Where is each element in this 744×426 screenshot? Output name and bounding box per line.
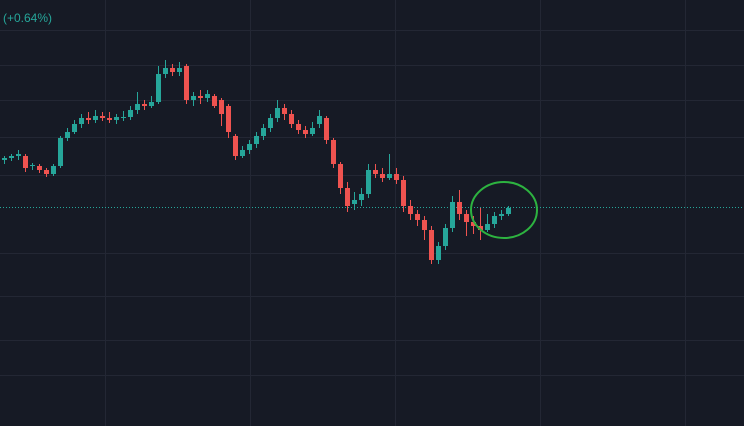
candle-body (478, 226, 483, 230)
candle-body (345, 188, 350, 206)
candle-body (205, 94, 210, 98)
candle-body (254, 136, 259, 144)
candle-body (72, 124, 77, 132)
candle-body (268, 118, 273, 128)
candle-body (9, 156, 14, 158)
candle-body (142, 104, 147, 106)
candle-body (149, 102, 154, 106)
candle-body (436, 246, 441, 260)
candle-body (51, 166, 56, 174)
candle-body (352, 200, 357, 204)
candle-body (156, 74, 161, 102)
candle-body (261, 128, 266, 136)
highlight-circle (470, 181, 538, 239)
candle-body (366, 170, 371, 194)
candle-body (506, 208, 511, 214)
candle-body (2, 158, 7, 160)
candle-body (177, 68, 182, 72)
candle-body (331, 140, 336, 164)
candle-body (86, 118, 91, 120)
candle-body (471, 222, 476, 226)
candle-body (373, 170, 378, 174)
candle-body (387, 174, 392, 178)
change-label: (+0.64%) (3, 11, 52, 25)
candle-body (65, 132, 70, 138)
candle-body (499, 214, 504, 216)
candle-body (219, 100, 224, 114)
candle-body (212, 96, 217, 106)
candle-body (226, 106, 231, 132)
candle-body (450, 202, 455, 228)
candle-body (135, 104, 140, 110)
candle-body (324, 118, 329, 140)
candle-body (184, 66, 189, 100)
candle-body (93, 116, 98, 120)
horizontal-grid (0, 30, 744, 376)
candle-body (457, 202, 462, 214)
candle-body (422, 220, 427, 230)
candle-body (163, 68, 168, 74)
candle-body (394, 174, 399, 180)
candle-body (121, 117, 126, 118)
candle-body (198, 96, 203, 98)
candle-body (492, 216, 497, 224)
candle-body (170, 68, 175, 72)
candle-body (79, 118, 84, 124)
candle-body (275, 108, 280, 118)
candle-body (233, 136, 238, 156)
candle-body (296, 124, 301, 130)
candle-body (338, 164, 343, 188)
candle-body (380, 174, 385, 178)
candle-body (408, 206, 413, 214)
candle-body (443, 228, 448, 246)
candle-body (191, 96, 196, 100)
candle-body (100, 116, 105, 118)
candle-body (464, 214, 469, 222)
candle-body (310, 128, 315, 134)
candle-body (282, 108, 287, 114)
candle-body (128, 110, 133, 117)
candle-body (23, 156, 28, 168)
candle-body (114, 117, 119, 120)
candle-body (317, 116, 322, 124)
candle-body (401, 180, 406, 206)
candle-body (359, 194, 364, 200)
candle-body (44, 170, 49, 174)
candle-body (429, 230, 434, 260)
candles (2, 60, 511, 264)
candle-body (289, 114, 294, 124)
candle-body (107, 118, 112, 120)
vertical-grid (105, 0, 686, 426)
candle-body (415, 214, 420, 220)
candle-body (240, 150, 245, 156)
candle-body (247, 144, 252, 150)
candle-body (16, 154, 21, 156)
candle-body (58, 138, 63, 166)
candle-body (485, 224, 490, 230)
candle-body (37, 166, 42, 170)
candle-body (303, 130, 308, 134)
candle-body (30, 165, 35, 166)
